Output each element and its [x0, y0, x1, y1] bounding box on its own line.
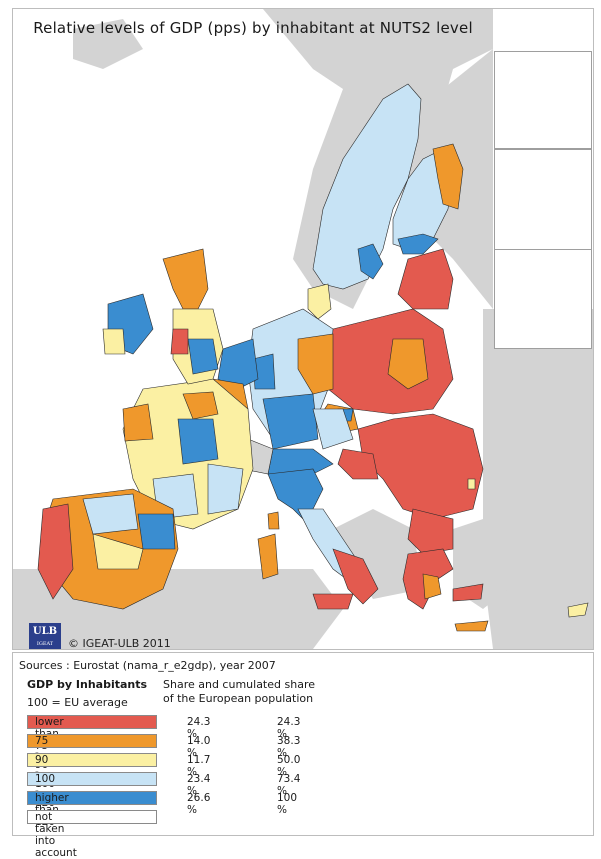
- logo-subtext: IGEAT: [36, 641, 54, 647]
- british-isles: [102, 248, 224, 385]
- legend-cumulated: 73.4 %: [277, 773, 301, 797]
- legend-heading: GDP by Inhabitants: [27, 678, 148, 691]
- legend-share: 14.0 %: [187, 735, 211, 759]
- logo-text: ULB: [32, 626, 58, 637]
- legend-cumulated: 24.3 %: [277, 716, 301, 740]
- inset-canaries: [494, 51, 592, 149]
- legend-cumulated: 38.3 %: [277, 735, 301, 759]
- greece-regions: [402, 548, 484, 610]
- legend-panel: Sources : Eurostat (nama_r_e2gdp), year …: [12, 652, 594, 859]
- share-heading-line2: of the European population: [163, 692, 314, 705]
- map-frame: Relative levels of GDP (pps) by inhabita…: [12, 8, 594, 650]
- legend-swatch: [27, 734, 157, 748]
- ulb-logo: ULB IGEAT: [29, 623, 61, 649]
- share-heading: Share and cumulated share of the Europea…: [163, 678, 315, 706]
- western-regions: [122, 338, 259, 530]
- iberia-regions: [37, 488, 179, 610]
- copyright-text: © IGEAT-ULB 2011: [68, 637, 171, 650]
- nordic-regions: [307, 83, 464, 320]
- legend-swatch: [27, 715, 157, 729]
- legend-swatch: [27, 810, 157, 824]
- central-regions: [242, 308, 354, 480]
- legend-cumulated: 50.0 %: [277, 754, 301, 778]
- legend-share: 11.7 %: [187, 754, 211, 778]
- legend-label: not taken into account: [35, 811, 77, 859]
- italy-regions: [257, 468, 379, 610]
- share-heading-line1: Share and cumulated share: [163, 678, 315, 691]
- inset-guiana: [494, 149, 592, 255]
- eastern-regions: [317, 248, 484, 555]
- legend-cumulated: 100 %: [277, 792, 298, 816]
- sources-text: Sources : Eurostat (nama_r_e2gdp), year …: [19, 659, 276, 672]
- inset-reunion: [494, 249, 592, 349]
- legend-share: 26.6 %: [187, 792, 211, 816]
- map-title: Relative levels of GDP (pps) by inhabita…: [33, 19, 473, 37]
- legend-swatch: [27, 772, 157, 786]
- legend-share: 23.4 %: [187, 773, 211, 797]
- europe-map: [13, 9, 593, 649]
- legend-swatch: [27, 791, 157, 805]
- legend-subheading: 100 = EU average: [27, 696, 128, 709]
- legend-swatch: [27, 753, 157, 767]
- islands: [454, 602, 589, 632]
- legend-share: 24.3 %: [187, 716, 211, 740]
